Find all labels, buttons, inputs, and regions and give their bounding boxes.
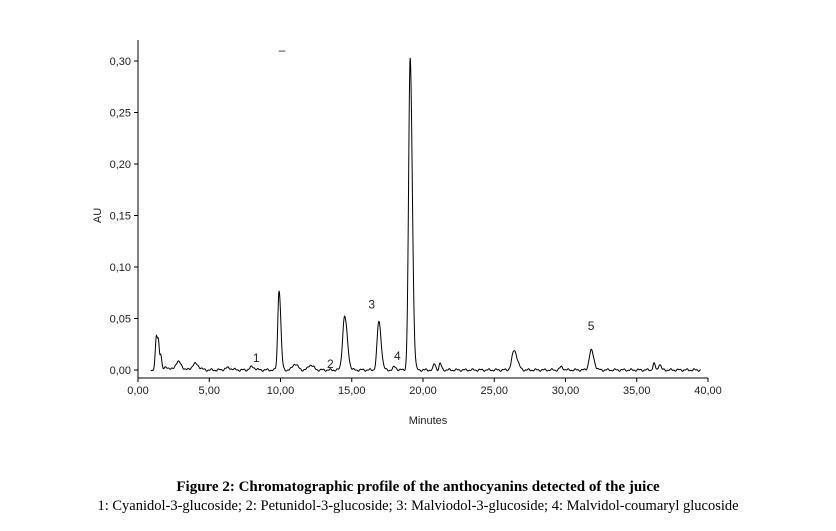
y-tick-label: 0,15 [110, 211, 131, 223]
peak-label-6: – [279, 43, 286, 57]
x-axis-title: Minutes [409, 415, 448, 427]
x-tick-label: 10,00 [267, 385, 295, 397]
peak-label-4: 4 [394, 349, 401, 363]
caption-legend: 1: Cyanidol-3-glucoside; 2: Petunidol-3-… [97, 498, 739, 514]
figure-caption: Figure 2: Chromatographic profile of the… [0, 478, 836, 516]
x-tick-label: 40,00 [694, 385, 722, 397]
y-tick-label: 0,20 [110, 159, 131, 171]
x-tick-label: 0,00 [127, 385, 148, 397]
y-tick-label: 0,25 [110, 108, 131, 120]
chromatogram-chart: 0,00 5,00 10,00 15,00 20,00 25,00 30,00 35,00 40… [92, 40, 722, 427]
y-tick-label: 0,30 [110, 56, 131, 68]
y-axis-title: AU [92, 208, 104, 223]
peak-label-3: 3 [368, 297, 375, 311]
peak-label-2: 2 [327, 357, 334, 371]
y-tick-label: 0,00 [110, 365, 131, 377]
x-tick-label: 35,00 [623, 385, 651, 397]
x-tick-label: 15,00 [338, 385, 366, 397]
x-tick-label: 30,00 [552, 385, 580, 397]
peak-label-1: 1 [253, 351, 260, 365]
caption-title: Figure 2: Chromatographic profile of the… [176, 479, 660, 495]
x-tick-label: 5,00 [199, 385, 220, 397]
y-tick-label: 0,10 [110, 262, 131, 274]
chromatogram-trace [150, 57, 701, 372]
y-tick-label: 0,05 [110, 314, 131, 326]
peak-label-5: 5 [588, 319, 595, 333]
x-tick-label: 20,00 [409, 385, 437, 397]
x-tick-label: 25,00 [480, 385, 508, 397]
